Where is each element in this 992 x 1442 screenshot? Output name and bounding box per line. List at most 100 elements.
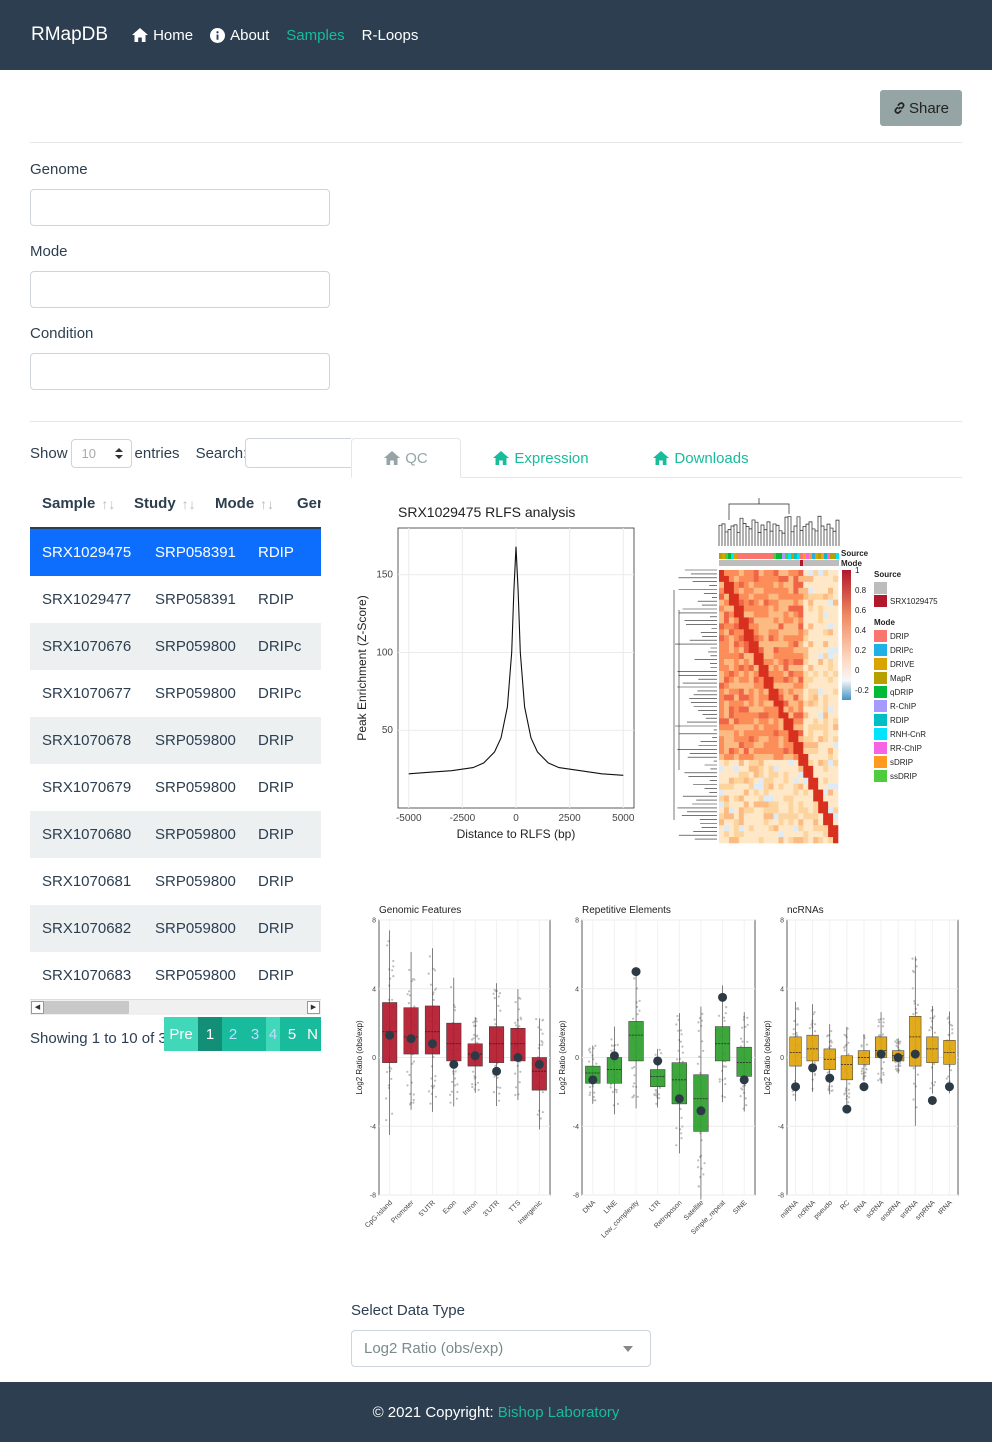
heatmap-cell bbox=[763, 575, 769, 583]
heatmap-cell bbox=[743, 724, 750, 731]
table-row[interactable]: SRX1070678 SRP059800 DRIP bbox=[30, 717, 321, 764]
mode-annotation-cell bbox=[824, 553, 827, 559]
legend-swatch bbox=[874, 644, 887, 656]
jitter-point bbox=[742, 1018, 745, 1021]
heatmap-cell bbox=[763, 759, 769, 767]
tab-expression[interactable]: Expression bbox=[481, 438, 601, 478]
nav-r-loops[interactable]: R-Loops bbox=[361, 26, 419, 44]
length-select[interactable]: 10 bbox=[70, 438, 132, 468]
heatmap-cell bbox=[798, 813, 804, 820]
pager-page-4[interactable]: 4 bbox=[266, 1017, 280, 1051]
mode-input[interactable] bbox=[30, 271, 330, 308]
heatmap-cell bbox=[823, 789, 829, 796]
heatmap-cell bbox=[813, 700, 819, 707]
heatmap-cell bbox=[803, 837, 809, 844]
jitter-point bbox=[813, 1072, 816, 1075]
table-row[interactable]: SRX1070676 SRP059800 DRIPc bbox=[30, 623, 321, 670]
scroll-right-icon[interactable]: ▶ bbox=[307, 1001, 320, 1014]
nav-samples[interactable]: Samples bbox=[286, 26, 345, 44]
table-row[interactable]: SRX1070683 SRP059800 DRIP bbox=[30, 952, 321, 999]
col-mode[interactable]: Mode ↑↓ bbox=[215, 495, 275, 512]
heatmap-cell bbox=[733, 570, 740, 577]
share-button[interactable]: Share bbox=[880, 90, 962, 126]
jitter-point bbox=[633, 977, 636, 980]
scroll-left-icon[interactable]: ◀ bbox=[31, 1001, 44, 1014]
table-row[interactable]: SRX1029475 SRP058391 RDIP bbox=[30, 529, 321, 576]
heatmap-cell bbox=[719, 807, 725, 814]
sample-point bbox=[492, 1066, 502, 1076]
jitter-point bbox=[894, 1068, 898, 1071]
heatmap-cell bbox=[803, 777, 809, 784]
tab-qc[interactable]: QC bbox=[351, 438, 461, 478]
jitter-point bbox=[696, 1062, 699, 1065]
heatmap-cell bbox=[753, 718, 759, 725]
condition-input[interactable] bbox=[30, 353, 330, 390]
heatmap-cell bbox=[808, 783, 814, 790]
col-study[interactable]: Study ↑↓ bbox=[134, 495, 196, 512]
heatmap-cell bbox=[733, 748, 740, 755]
heatmap-cell bbox=[793, 795, 799, 802]
heatmap-cell bbox=[773, 759, 779, 767]
heatmap-cell bbox=[783, 753, 789, 761]
entries-label: entries bbox=[134, 444, 180, 462]
jitter-point bbox=[843, 1049, 846, 1052]
jitter-point bbox=[929, 1026, 933, 1029]
nav-home[interactable]: Home bbox=[132, 27, 193, 44]
y-tick-label: 8 bbox=[372, 918, 376, 925]
heatmap-cell bbox=[758, 753, 764, 761]
scroll-thumb[interactable] bbox=[44, 1001, 129, 1014]
table-row[interactable]: SRX1070680 SRP059800 DRIP bbox=[30, 811, 321, 858]
jitter-point bbox=[519, 1070, 522, 1073]
pager-page-3[interactable]: 3 bbox=[244, 1017, 266, 1051]
heatmap-cell bbox=[818, 765, 824, 773]
brand[interactable]: RMapDB bbox=[31, 24, 109, 45]
data-type-select[interactable]: Log2 Ratio (obs/exp) bbox=[351, 1330, 651, 1367]
pager-page-1[interactable]: 1 bbox=[198, 1017, 222, 1051]
heatmap-cell bbox=[828, 635, 834, 642]
table-row[interactable]: SRX1070681 SRP059800 DRIP bbox=[30, 858, 321, 905]
heatmap-cell bbox=[738, 587, 745, 595]
heatmap-cell bbox=[833, 748, 839, 755]
heatmap-cell bbox=[783, 641, 789, 648]
heatmap-cell bbox=[828, 831, 834, 838]
pager-page-5[interactable]: 5 bbox=[280, 1017, 304, 1051]
heatmap-cell bbox=[808, 570, 814, 577]
col-genome[interactable]: Ger bbox=[297, 495, 321, 512]
pager-previous[interactable]: Pre bbox=[164, 1017, 198, 1051]
table-scrollbar[interactable]: ◀ ▶ bbox=[30, 999, 321, 1015]
heatmap-cell bbox=[719, 641, 725, 648]
table-row[interactable]: SRX1070677 SRP059800 DRIPc bbox=[30, 670, 321, 717]
jitter-point bbox=[494, 1064, 497, 1067]
heatmap-cell bbox=[793, 831, 799, 838]
jitter-point bbox=[864, 1071, 867, 1074]
pager-next[interactable]: N bbox=[304, 1017, 321, 1051]
heatmap-cell bbox=[753, 676, 759, 684]
heatmap-cell bbox=[733, 759, 740, 767]
y-tick-label: 100 bbox=[376, 647, 393, 658]
footer-link[interactable]: Bishop Laboratory bbox=[497, 1403, 620, 1421]
heatmap-cell bbox=[748, 748, 755, 755]
table-row[interactable]: SRX1070679 SRP059800 DRIP bbox=[30, 764, 321, 811]
legend-label: RR-ChIP bbox=[890, 744, 922, 753]
heatmap-cell bbox=[783, 742, 789, 749]
tab-downloads[interactable]: Downloads bbox=[646, 438, 756, 478]
jitter-point bbox=[658, 1086, 662, 1089]
genome-input[interactable] bbox=[30, 189, 330, 226]
heatmap-cell bbox=[783, 795, 789, 802]
heatmap-cell bbox=[808, 759, 814, 767]
col-sample[interactable]: Sample ↑↓ bbox=[42, 495, 116, 512]
nav-about[interactable]: About bbox=[210, 27, 269, 44]
jitter-point bbox=[541, 1043, 544, 1046]
heatmap-cell bbox=[753, 759, 759, 767]
pager-page-2[interactable]: 2 bbox=[222, 1017, 244, 1051]
search-input[interactable] bbox=[245, 438, 351, 468]
heatmap-cell bbox=[798, 706, 804, 713]
table-row[interactable]: SRX1070682 SRP059800 DRIP bbox=[30, 905, 321, 952]
heatmap-cell bbox=[798, 724, 804, 731]
heatmap-cell bbox=[808, 647, 814, 654]
heatmap-cell bbox=[719, 676, 725, 684]
heatmap-cell bbox=[803, 700, 809, 707]
cell-mode: DRIP bbox=[258, 873, 294, 890]
heatmap-cell bbox=[738, 629, 745, 636]
table-row[interactable]: SRX1029477 SRP058391 RDIP bbox=[30, 576, 321, 623]
